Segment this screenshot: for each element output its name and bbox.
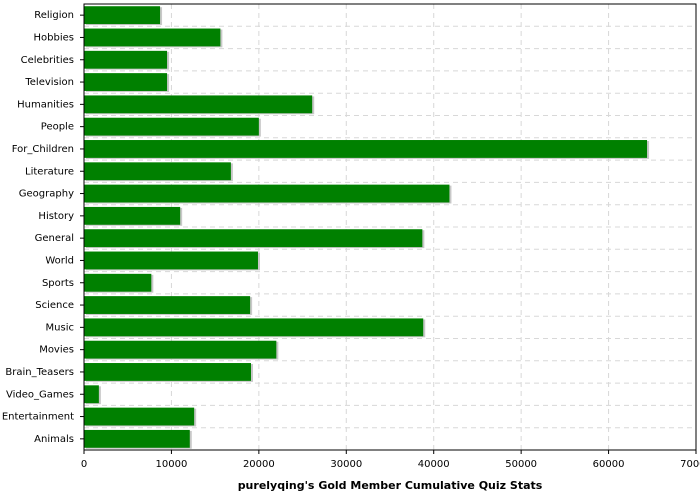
x-tick-label: 70000: [680, 459, 700, 470]
bar: [84, 117, 259, 136]
y-tick-label: Humanities: [17, 99, 74, 110]
y-tick-label: Geography: [19, 189, 74, 200]
y-tick-label: Music: [46, 322, 74, 333]
plot-frame: [83, 3, 697, 451]
bar: [84, 273, 152, 292]
y-tick-label: People: [41, 122, 74, 133]
bar: [84, 95, 313, 114]
y-tick-label: Television: [24, 77, 74, 88]
y-tick-label: General: [35, 233, 74, 244]
x-tick-label: 30000: [330, 459, 362, 470]
bar: [84, 318, 424, 337]
bar: [84, 6, 161, 25]
bar: [84, 296, 251, 314]
y-tick-label: Animals: [34, 434, 74, 445]
x-tick-label: 40000: [418, 459, 450, 470]
bar: [84, 162, 231, 181]
x-tick-label: 10000: [156, 459, 188, 470]
y-tick-label: Celebrities: [21, 55, 74, 66]
bar: [84, 340, 277, 359]
bar: [84, 28, 221, 47]
y-tick-label: Brain_Teasers: [5, 367, 74, 378]
x-tick-label: 60000: [593, 459, 625, 470]
bar: [84, 385, 99, 404]
bar: [84, 184, 450, 203]
y-tick-label: Sports: [42, 278, 74, 289]
x-tick-label: 50000: [505, 459, 537, 470]
y-tick-label: For_Children: [12, 144, 74, 155]
y-tick-label: Science: [35, 300, 74, 311]
bar: [84, 229, 423, 248]
bar: [84, 251, 258, 270]
bar: [84, 50, 168, 69]
y-tick-label: History: [38, 211, 74, 222]
y-tick-label: Literature: [25, 166, 74, 177]
bar: [84, 363, 251, 381]
x-tick-label: 0: [81, 459, 87, 470]
bar: [84, 140, 648, 158]
y-tick-label: World: [45, 255, 74, 266]
bar: [84, 73, 168, 91]
bar: [84, 429, 190, 448]
y-tick-label: Entertainment: [2, 412, 74, 423]
y-tick-label: Movies: [39, 345, 74, 356]
bar: [84, 407, 195, 426]
y-tick-label: Hobbies: [34, 32, 74, 43]
x-axis-label: purelyqing's Gold Member Cumulative Quiz…: [238, 479, 543, 492]
x-tick-label: 20000: [243, 459, 275, 470]
y-tick-label: Video_Games: [6, 389, 74, 400]
y-tick-label: Religion: [34, 10, 74, 21]
bar: [84, 206, 181, 225]
